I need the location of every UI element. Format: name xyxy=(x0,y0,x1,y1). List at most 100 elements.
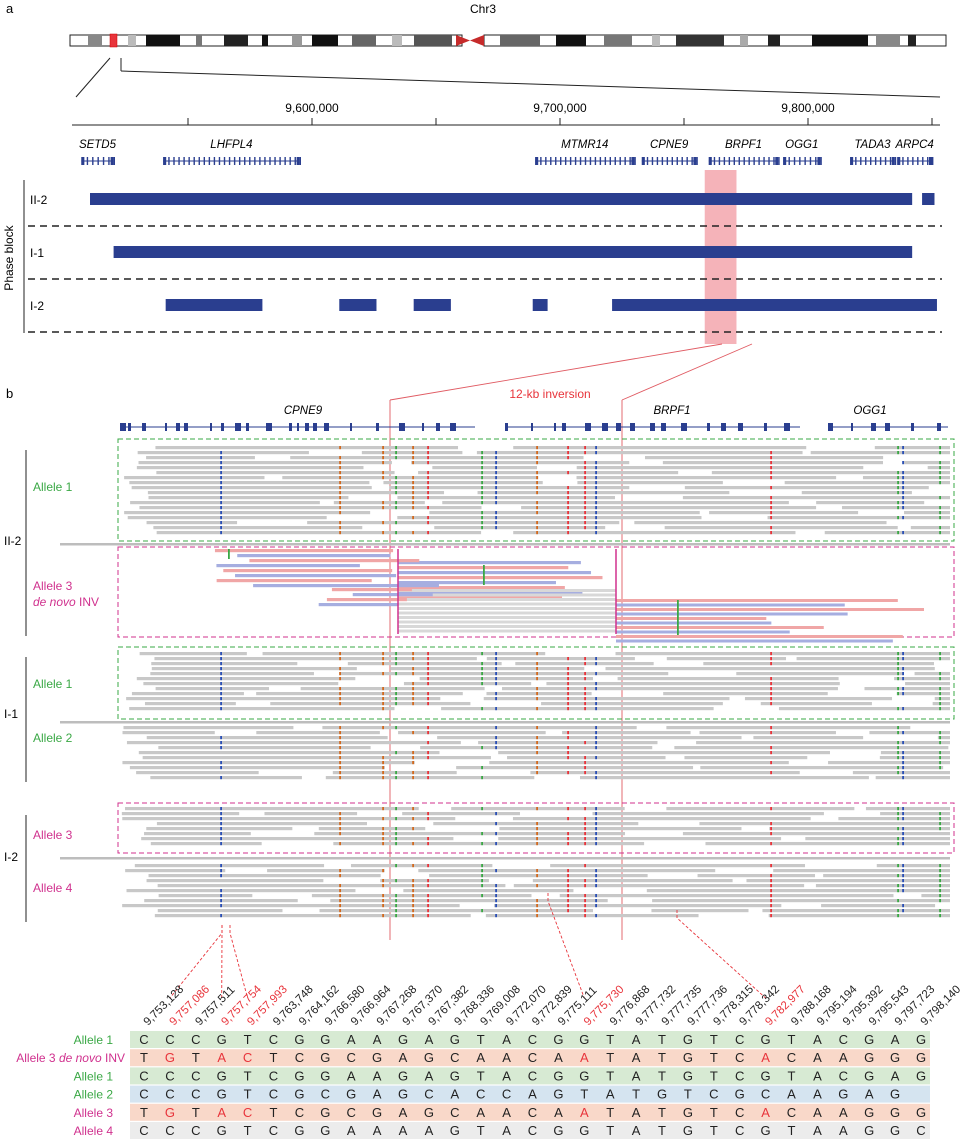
genotype-base: T xyxy=(244,1032,252,1047)
read-variant xyxy=(897,837,899,841)
genotype-base: A xyxy=(502,1032,511,1047)
read xyxy=(773,869,950,873)
genotype-base: A xyxy=(399,1123,408,1138)
read xyxy=(579,776,869,780)
read-variant xyxy=(427,667,429,671)
gene-exon xyxy=(775,157,779,165)
read-variant xyxy=(897,506,899,510)
read xyxy=(904,511,950,515)
split-read xyxy=(616,617,767,620)
read xyxy=(880,751,950,755)
read-variant xyxy=(382,702,384,706)
read-variant xyxy=(382,827,384,831)
genotype-base: C xyxy=(709,1087,718,1102)
read xyxy=(744,697,893,701)
genotype-base: C xyxy=(191,1068,200,1083)
read-variant xyxy=(770,771,772,775)
read-variant xyxy=(427,697,429,701)
phase-block xyxy=(922,193,935,205)
read-variant xyxy=(595,832,597,836)
read-variant xyxy=(770,697,772,701)
gene-exon xyxy=(213,157,216,165)
gene-exon xyxy=(912,157,914,165)
read xyxy=(419,677,593,681)
read-variant xyxy=(897,486,899,490)
read xyxy=(307,521,620,525)
read-variant xyxy=(584,481,586,485)
read-variant xyxy=(770,879,772,883)
read-variant xyxy=(595,731,597,735)
read-variant xyxy=(495,657,497,661)
read-variant xyxy=(902,756,904,760)
genotype-base: G xyxy=(916,1105,926,1120)
read xyxy=(815,884,950,888)
read-variant xyxy=(902,672,904,676)
genotype-base: C xyxy=(269,1123,278,1138)
read-variant xyxy=(220,486,222,490)
read-variant xyxy=(395,914,397,918)
gene-exon xyxy=(198,157,200,165)
read-variant xyxy=(495,726,497,730)
read-variant xyxy=(382,662,384,666)
read-variant xyxy=(902,731,904,735)
genotype-row-label: Allele 2 xyxy=(74,1088,114,1102)
read xyxy=(644,456,884,460)
read-variant xyxy=(902,451,904,455)
allele-box xyxy=(117,546,955,638)
read-variant xyxy=(339,899,341,903)
genotype-base: C xyxy=(502,1087,511,1102)
read-variant xyxy=(770,822,772,826)
read-variant xyxy=(382,461,384,465)
gene-exon xyxy=(815,157,817,165)
genotype-base: T xyxy=(270,1050,278,1065)
gene-exon xyxy=(661,423,666,431)
read-variant xyxy=(382,842,384,846)
genotype-base: C xyxy=(735,1068,744,1083)
read-variant xyxy=(220,531,222,535)
read-variant xyxy=(339,657,341,661)
read-variant xyxy=(427,476,429,480)
genotype-base: G xyxy=(864,1050,874,1065)
genotype-row-label: Allele 4 xyxy=(74,1124,114,1138)
inverted-read xyxy=(398,625,616,628)
read xyxy=(703,662,934,666)
read-variant xyxy=(220,521,222,525)
read-variant xyxy=(382,687,384,691)
read-variant xyxy=(427,817,429,821)
read xyxy=(322,726,637,730)
read-variant xyxy=(939,707,941,711)
read-variant xyxy=(584,842,586,846)
read-variant xyxy=(395,476,397,480)
read xyxy=(157,909,283,913)
read xyxy=(124,476,265,480)
read xyxy=(264,812,358,816)
read xyxy=(403,889,574,893)
read xyxy=(821,904,936,908)
genotype-base: C xyxy=(476,1087,485,1102)
gene-exon xyxy=(233,157,236,165)
read xyxy=(753,736,864,740)
read-variant xyxy=(395,486,397,490)
read xyxy=(652,899,950,903)
read-variant xyxy=(339,526,341,530)
genotype-base: C xyxy=(139,1087,148,1102)
read xyxy=(456,766,694,770)
read xyxy=(513,884,805,888)
read-variant xyxy=(395,521,397,525)
gene-exon xyxy=(540,157,542,165)
read xyxy=(380,879,489,883)
read xyxy=(663,692,828,696)
read xyxy=(768,914,950,918)
genotype-base: G xyxy=(217,1068,227,1083)
read-variant xyxy=(382,837,384,841)
read-variant xyxy=(495,697,497,701)
read-variant xyxy=(567,697,569,701)
read-variant xyxy=(584,476,586,480)
read-variant xyxy=(902,707,904,711)
read-variant xyxy=(412,456,414,460)
read-variant xyxy=(339,741,341,745)
genotype-base: T xyxy=(477,1068,485,1083)
gene-track-a: SETD5 LHFPL4 MTMR14 CPNE9 BRPF1 OGG1 TADA3 ARPC… xyxy=(79,139,934,165)
gene-exon xyxy=(594,157,597,165)
split-read xyxy=(223,569,393,573)
